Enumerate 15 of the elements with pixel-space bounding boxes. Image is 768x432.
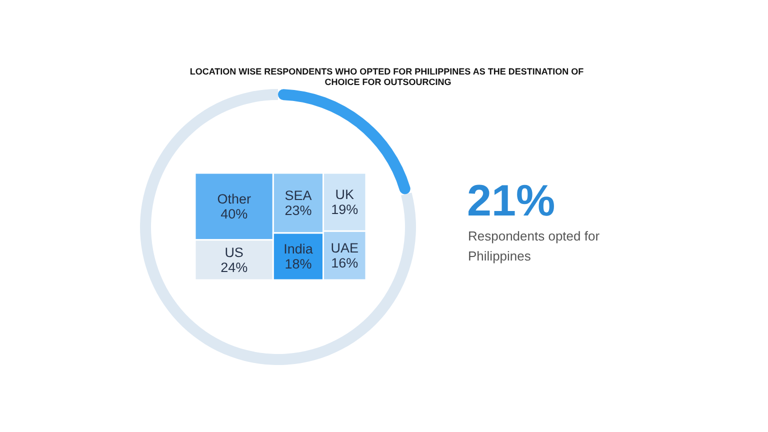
category-label: India bbox=[284, 242, 314, 257]
data-label: 18% bbox=[284, 256, 312, 272]
category-label: UAE bbox=[330, 240, 359, 256]
category-label: US bbox=[224, 244, 244, 260]
category-label: SEA bbox=[284, 188, 312, 204]
data-label: 24% bbox=[220, 260, 248, 275]
data-label: 19% bbox=[331, 202, 358, 218]
data-label: 16% bbox=[331, 256, 358, 271]
text: Respondents opted for Philippines bbox=[468, 228, 604, 264]
text: 21% bbox=[467, 176, 556, 226]
category-label: UK bbox=[335, 187, 354, 202]
data-label: 40% bbox=[220, 206, 248, 222]
chart-title: LOCATION WISE RESPONDENTS WHO OPTED FOR PHILIPPINES AS THE DESTINATION OF CHOICE FOR OUTSOURCING bbox=[190, 66, 586, 87]
category-label: Other bbox=[217, 191, 252, 206]
data-label: 23% bbox=[284, 203, 312, 218]
